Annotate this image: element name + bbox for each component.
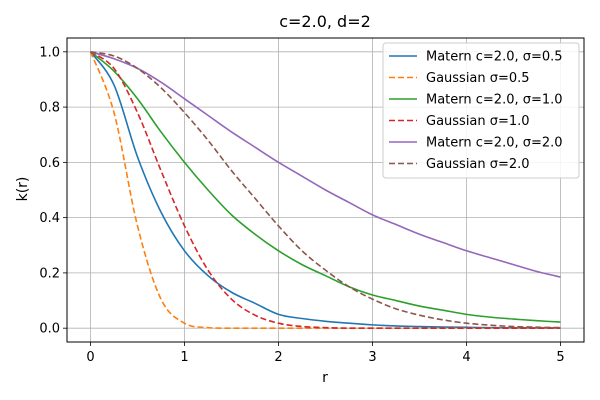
series-line-5 [90, 51, 561, 278]
x-tick-label: 0 [86, 350, 94, 365]
y-tick-label: 0.0 [39, 322, 60, 337]
x-tick-label: 1 [180, 350, 188, 365]
x-tick-label: 4 [462, 350, 470, 365]
y-tick-label: 1.0 [39, 45, 60, 60]
y-tick-label: 0.8 [39, 101, 60, 116]
series-line-6 [90, 51, 561, 329]
x-axis-label: r [322, 370, 328, 386]
y-axis-label: k(r) [15, 177, 31, 202]
legend-label-2: Gaussian σ=0.5 [426, 71, 530, 86]
x-tick-label: 2 [274, 350, 282, 365]
legend-label-1: Matern c=2.0, σ=0.5 [426, 50, 563, 65]
legend-label-5: Matern c=2.0, σ=2.0 [426, 136, 563, 151]
x-tick-label: 5 [556, 350, 564, 365]
tick-layer: 0 1 2 3 4 5 0.0 0.2 0.4 0.6 0.8 1.0 [39, 45, 564, 365]
y-tick-label: 0.6 [39, 156, 60, 171]
series-layer [89, 51, 561, 330]
series-line-4 [90, 51, 561, 330]
legend-box [382, 42, 580, 179]
y-tick-label: 0.2 [39, 266, 60, 281]
legend: Matern c=2.0, σ=0.5 Gaussian σ=0.5 Matern … [382, 42, 580, 179]
chart-title: c=2.0, d=2 [279, 12, 371, 31]
legend-label-3: Matern c=2.0, σ=1.0 [426, 93, 563, 108]
legend-label-4: Gaussian σ=1.0 [426, 114, 530, 129]
series-line-1 [89, 51, 561, 329]
x-tick-label: 3 [368, 350, 376, 365]
legend-label-6: Gaussian σ=2.0 [426, 157, 530, 172]
series-line-3 [89, 51, 561, 323]
y-tick-label: 0.4 [39, 211, 60, 226]
plot-frame [66, 37, 585, 343]
